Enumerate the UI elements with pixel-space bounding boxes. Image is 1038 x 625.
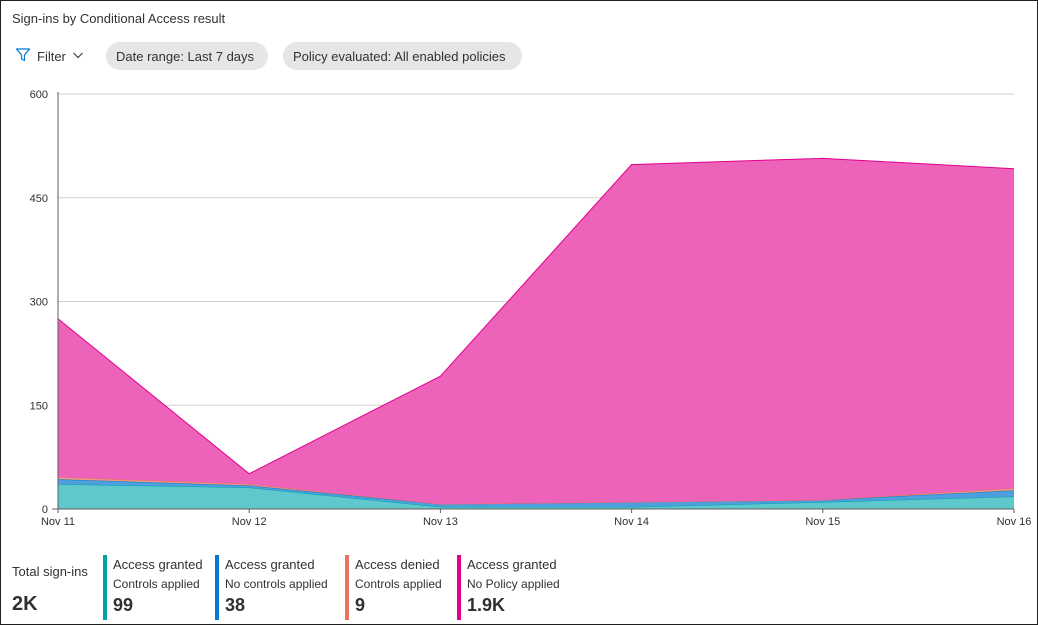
x-tick-label: Nov 15 [805,516,840,528]
legend-title: Access granted [113,557,203,572]
date-range-pill[interactable]: Date range: Last 7 days [106,42,268,70]
legend-color-bar [103,555,107,620]
legend-subtitle: Controls applied [113,577,200,591]
x-tick-label: Nov 13 [423,516,458,528]
y-tick-label: 300 [30,297,48,309]
legend-color-bar [215,555,219,620]
filter-button[interactable]: Filter [15,45,84,67]
total-value: 2K [12,593,38,615]
legend-value: 99 [113,595,134,615]
legend-item-denied-controls[interactable]: Access denied Controls applied 9 [345,553,442,620]
area-series [58,484,1014,509]
legend-item-granted-no-controls[interactable]: Access granted No controls applied 38 [215,553,328,620]
legend-subtitle: Controls applied [355,577,442,591]
chevron-down-icon [72,49,84,64]
y-tick-label: 600 [30,89,48,101]
legend-title: Access granted [467,557,557,572]
legend-subtitle: No controls applied [225,577,328,591]
filter-label: Filter [37,48,66,64]
x-tick-label: Nov 16 [997,516,1032,528]
legend-value: 38 [225,595,246,615]
card-title: Sign-ins by Conditional Access result [12,11,226,26]
policy-evaluated-pill[interactable]: Policy evaluated: All enabled policies [283,42,522,70]
y-tick-label: 0 [42,504,48,516]
legend-title: Access granted [225,557,315,572]
legend-item-granted-no-policy[interactable]: Access granted No Policy applied 1.9K [457,553,560,620]
x-tick-label: Nov 11 [41,516,75,528]
legend-color-bar [345,555,349,620]
x-tick-label: Nov 14 [614,516,649,528]
filter-icon [15,47,31,66]
total-label: Total sign-ins [12,564,88,579]
legend-subtitle: No Policy applied [467,577,560,591]
legend-value: 1.9K [467,595,506,615]
y-tick-label: 150 [30,400,48,412]
legend-value: 9 [355,595,366,615]
y-tick-label: 450 [30,193,48,205]
legend-color-bar [457,555,461,620]
legend-title: Access denied [355,557,440,572]
series-line [57,157,1015,475]
x-tick-label: Nov 12 [232,516,267,528]
legend-item-granted-controls[interactable]: Access granted Controls applied 99 [103,553,203,620]
area-chart: 0 150 300 450 600 Nov 11 Nov 12 Nov 13 Nov 14 Nov… [30,89,1032,528]
area-series [58,158,1014,505]
legend: Total sign-ins 2K Access granted Control… [0,553,1038,623]
